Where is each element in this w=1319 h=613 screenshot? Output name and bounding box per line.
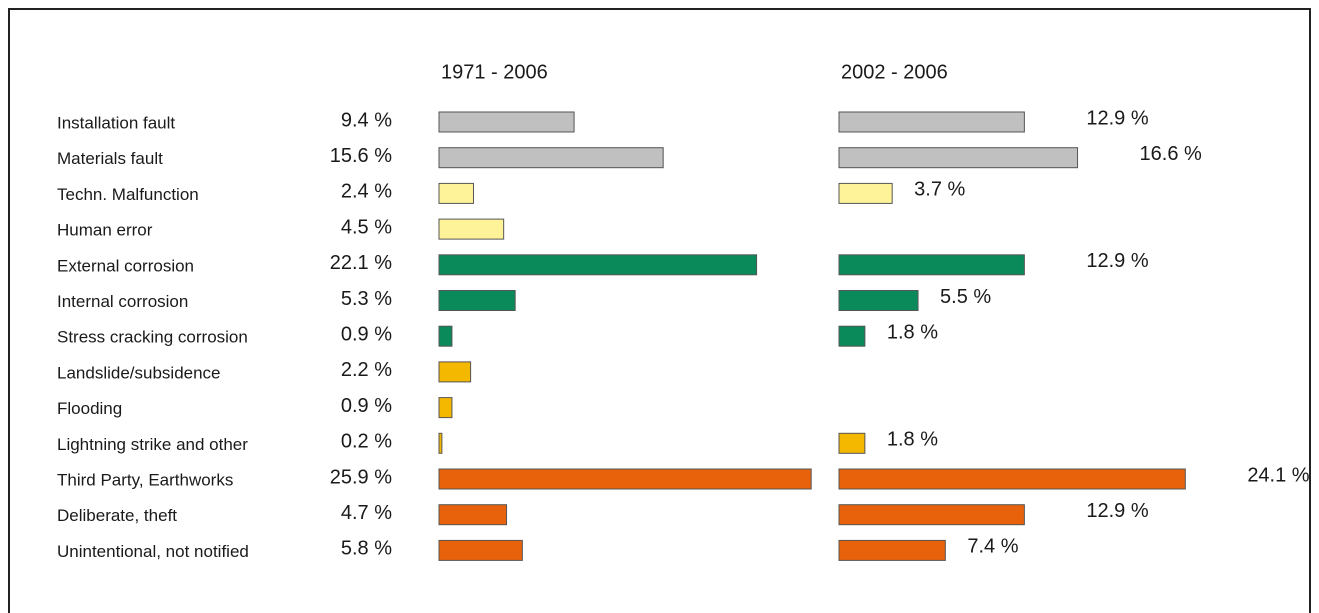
category-label: Third Party, Earthworks [57, 470, 233, 489]
bar [838, 254, 1025, 276]
category-label: External corrosion [57, 256, 194, 275]
series-heading: 2002 - 2006 [841, 61, 948, 83]
bar [838, 182, 893, 204]
value-label: 15.6 % [330, 145, 392, 167]
value-label: 5.8 % [341, 538, 392, 560]
value-label: 1.8 % [887, 429, 938, 451]
value-label: 0.2 % [341, 431, 392, 453]
category-label: Landslide/subsidence [57, 363, 221, 382]
bar [438, 397, 453, 419]
bar [438, 254, 758, 276]
bar [438, 432, 443, 454]
value-label: 12.9 % [1086, 250, 1148, 272]
value-label: 1.8 % [887, 321, 938, 343]
bar [438, 468, 812, 490]
bar [838, 325, 866, 347]
category-label: Human error [57, 221, 153, 240]
bar [838, 111, 1025, 133]
value-label: 12.9 % [1086, 500, 1148, 522]
bar [438, 147, 664, 169]
category-label: Techn. Malfunction [57, 185, 199, 204]
category-label: Materials fault [57, 149, 163, 168]
value-label: 25.9 % [330, 466, 392, 488]
bar [438, 290, 516, 311]
bar [838, 432, 866, 454]
category-label: Internal corrosion [57, 292, 188, 311]
frame [8, 8, 1311, 613]
value-label: 16.6 % [1140, 143, 1202, 165]
bar [838, 539, 946, 561]
value-label: 0.9 % [341, 323, 392, 345]
value-label: 7.4 % [967, 536, 1018, 558]
category-label: Unintentional, not notified [57, 542, 249, 561]
value-label: 4.7 % [341, 502, 392, 524]
value-label: 3.7 % [914, 179, 965, 201]
value-label: 24.1 % [1247, 464, 1309, 486]
bar [838, 290, 919, 311]
category-label: Stress cracking corrosion [57, 328, 248, 347]
value-label: 2.2 % [341, 359, 392, 381]
value-label: 12.9 % [1086, 107, 1148, 129]
bar [438, 182, 474, 204]
category-label: Installation fault [57, 113, 175, 132]
series-heading: 1971 - 2006 [441, 61, 548, 83]
value-label: 5.5 % [940, 286, 991, 308]
value-label: 9.4 % [341, 109, 392, 131]
bar [438, 504, 508, 526]
category-label: Flooding [57, 399, 122, 418]
bar [438, 325, 453, 347]
value-label: 5.3 % [341, 288, 392, 310]
value-label: 4.5 % [341, 216, 392, 238]
bar [438, 539, 523, 561]
category-label: Lightning strike and other [57, 435, 248, 454]
value-label: 0.9 % [341, 395, 392, 417]
value-label: 22.1 % [330, 252, 392, 274]
bar [838, 468, 1186, 490]
value-label: 2.4 % [341, 181, 392, 203]
bar [438, 111, 575, 133]
bar [838, 504, 1025, 526]
bar [438, 361, 472, 383]
category-label: Deliberate, theft [57, 506, 177, 525]
bar [438, 218, 505, 240]
bar [838, 147, 1079, 169]
